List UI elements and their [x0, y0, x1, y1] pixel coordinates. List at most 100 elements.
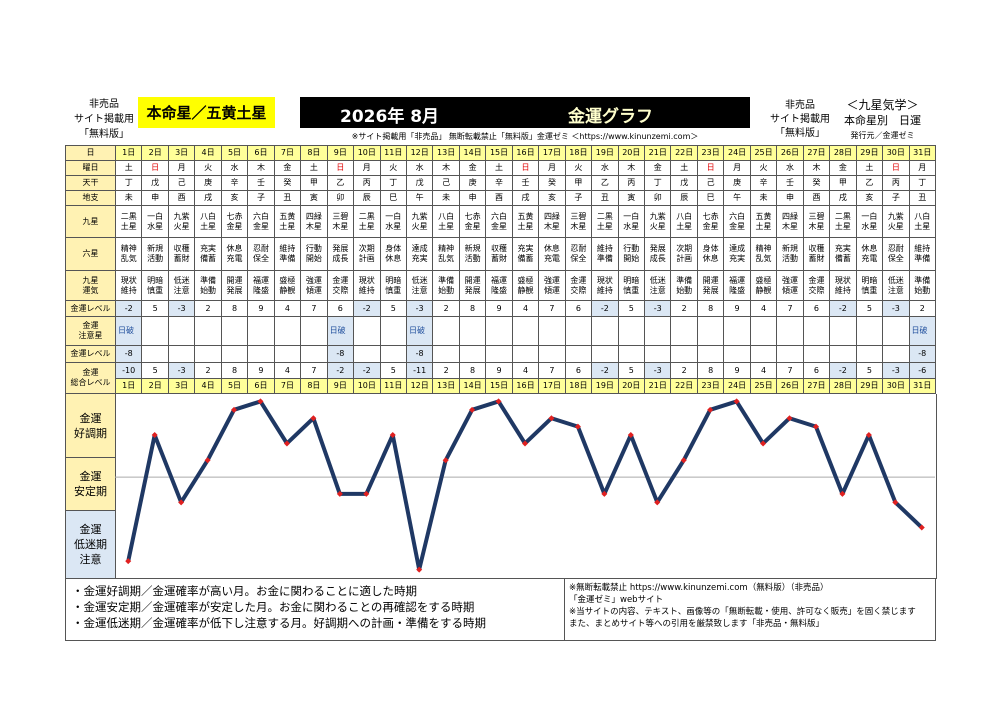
- day-header: 23日: [697, 146, 725, 161]
- chishi: 酉: [486, 191, 513, 206]
- right-note: 非売品 サイト掲載用 「無料版」: [760, 99, 840, 141]
- caution-level: [856, 346, 884, 363]
- row-label: 日: [66, 146, 116, 161]
- caution-level: [750, 346, 778, 363]
- caution-star: [724, 317, 751, 346]
- rokusei: 発展成長: [645, 238, 672, 271]
- title-month: 2026年 8月: [340, 107, 440, 127]
- tenkan: 甲: [830, 176, 857, 191]
- total-level: -2: [592, 363, 619, 379]
- level: -2: [354, 301, 381, 317]
- kyusei: 六白金星: [486, 206, 513, 238]
- tenkan: 丁: [645, 176, 672, 191]
- day-header: 16日: [512, 146, 540, 161]
- day-header: 2日: [142, 146, 169, 161]
- level: -3: [406, 301, 434, 317]
- weekday: 火: [195, 161, 222, 176]
- chishi: 酉: [168, 191, 196, 206]
- level: 5: [618, 301, 646, 317]
- caution-star: [592, 317, 619, 346]
- point: [204, 457, 211, 464]
- total-day: 14日: [459, 379, 487, 394]
- kyusei: 一白水星: [618, 206, 646, 238]
- unki: 現状維持: [116, 271, 143, 301]
- chishi: 戌: [830, 191, 857, 206]
- tenkan: 乙: [592, 176, 619, 191]
- day-header: 26日: [777, 146, 804, 161]
- band-label-line: 好調期: [74, 426, 107, 440]
- nichiun-label: 本命星別 日運: [844, 114, 921, 127]
- rokusei: 精神乱気: [433, 238, 460, 271]
- row-label: 九星: [66, 206, 116, 238]
- tenkan: 丙: [618, 176, 646, 191]
- total-level: 7: [777, 363, 804, 379]
- tenkan: 己: [433, 176, 460, 191]
- unki: 明暗慎重: [142, 271, 169, 301]
- caution-level: [777, 346, 804, 363]
- caution-star: [539, 317, 566, 346]
- weekday: 日: [883, 161, 910, 176]
- total-day: 18日: [565, 379, 593, 394]
- day-header: 18日: [565, 146, 593, 161]
- caution-level: [671, 346, 698, 363]
- level: -3: [645, 301, 672, 317]
- rokusei: 次期計画: [354, 238, 381, 271]
- row-label-line: 地支: [82, 193, 99, 202]
- level: 2: [195, 301, 222, 317]
- level-line: [126, 399, 924, 572]
- rokusei: 行動開始: [618, 238, 646, 271]
- caution-star: [486, 317, 513, 346]
- level: 8: [697, 301, 725, 317]
- caution-star: [221, 317, 249, 346]
- point: [865, 432, 872, 439]
- chishi: 巳: [697, 191, 725, 206]
- legend-line: ・金運安定期／金運確率が安定した月。お金に関わることの再確認をする時期: [72, 600, 475, 614]
- tenkan: 乙: [856, 176, 884, 191]
- caution-star: 日破: [909, 317, 936, 346]
- caution-star: [380, 317, 407, 346]
- row-label-line: 六星: [82, 249, 99, 258]
- level: 6: [565, 301, 593, 317]
- unki: 現状維持: [830, 271, 857, 301]
- caution-level: -8: [327, 346, 355, 363]
- total-level: -2: [354, 363, 381, 379]
- level: 8: [459, 301, 487, 317]
- rokusei: 充実備蓄: [830, 238, 857, 271]
- level: 7: [777, 301, 804, 317]
- level: 6: [327, 301, 355, 317]
- note-line: サイト掲載用: [770, 114, 830, 125]
- caution-level: [301, 346, 328, 363]
- unki: 福運隆盛: [724, 271, 751, 301]
- legend-box: ・金運好調期／金運確率が高い月。お金に関わることに適した時期 ・金運安定期／金運…: [65, 578, 565, 641]
- weekday: 木: [618, 161, 646, 176]
- rokusei: 新規活動: [777, 238, 804, 271]
- caution-level: [354, 346, 381, 363]
- day-header: 21日: [645, 146, 672, 161]
- unki: 明暗慎重: [380, 271, 407, 301]
- rokusei: 維持準備: [592, 238, 619, 271]
- tenkan: 癸: [539, 176, 566, 191]
- rokusei: 次期計画: [671, 238, 698, 271]
- unki: 開運発展: [221, 271, 249, 301]
- caution-level: [883, 346, 910, 363]
- legend-line: ・金運好調期／金運確率が高い月。お金に関わることに適した時期: [72, 584, 417, 598]
- kyusei: 九紫火星: [883, 206, 910, 238]
- kyusei: 六白金星: [724, 206, 751, 238]
- weekday: 木: [433, 161, 460, 176]
- table: 日 1日 2日 3日 4日 5日 6日 7日 8日 9日 10日 11日 12日 13日 14日 15日 16日…: [65, 145, 937, 579]
- unki: 強運傾運: [777, 271, 804, 301]
- total-level: -3: [883, 363, 910, 379]
- day-header: 11日: [380, 146, 407, 161]
- tenkan: 戊: [142, 176, 169, 191]
- title-bar: 2026年 8月 金運グラフ: [300, 97, 750, 128]
- row-label-line: 金運: [82, 368, 99, 377]
- publisher-label: 発行元／金運ゼミ: [850, 131, 915, 140]
- unki: 金運交際: [327, 271, 355, 301]
- rokusei: 維持準備: [909, 238, 936, 271]
- point: [548, 415, 555, 422]
- total-day: 24日: [724, 379, 751, 394]
- weekday: 火: [565, 161, 593, 176]
- weekday: 水: [406, 161, 434, 176]
- point: [125, 558, 132, 565]
- caution-star: [803, 317, 831, 346]
